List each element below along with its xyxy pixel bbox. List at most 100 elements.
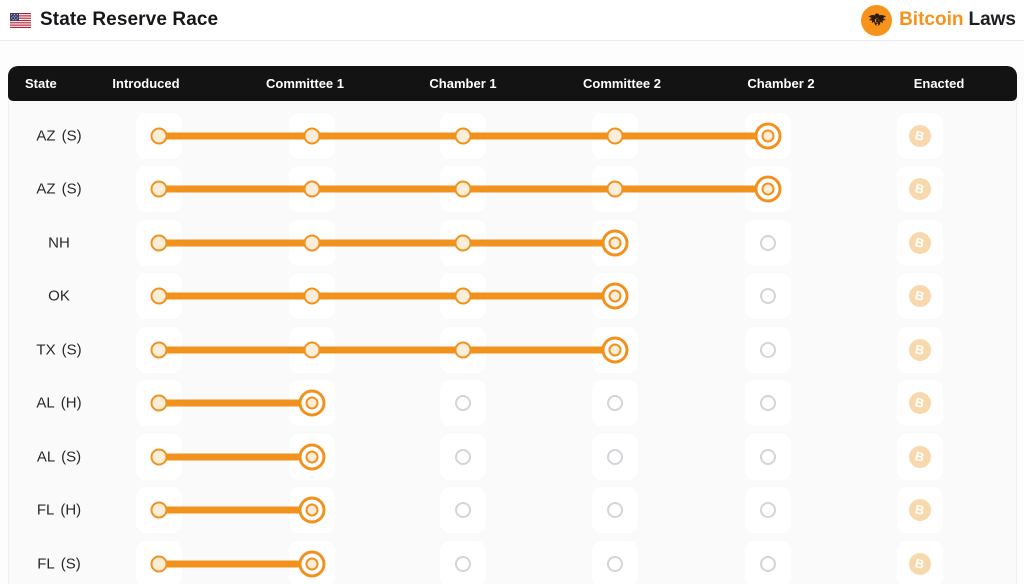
stage-dot-completed[interactable] [150, 180, 168, 198]
stage-dot-current[interactable] [601, 282, 629, 310]
stage-dot-current-inner [761, 129, 775, 143]
brand-name: Bitcoin Laws [899, 9, 1016, 31]
stage-dot-current[interactable] [754, 122, 782, 150]
bitcoin-glyph: B [914, 288, 927, 304]
table-header-bar: State Introduced Committee 1 Chamber 1 Commi… [8, 66, 1017, 101]
stage-dot-current[interactable] [601, 336, 629, 364]
us-flag-icon [10, 12, 31, 28]
stage-dot-completed[interactable] [454, 180, 472, 198]
bitcoin-glyph: B [914, 395, 927, 411]
stage-dot-current-inner [305, 557, 319, 571]
stage-dot-pending[interactable] [760, 395, 776, 412]
stage-dot-completed[interactable] [303, 287, 321, 305]
enacted-bitcoin-badge-icon: B [909, 445, 931, 468]
stage-dot-pending[interactable] [760, 234, 776, 251]
stage-dot-current[interactable] [298, 550, 326, 578]
stage-dot-pending[interactable] [760, 555, 776, 572]
stage-dot-current-inner [608, 289, 622, 303]
brand-laws-text: Laws [968, 9, 1016, 30]
stage-dot-completed[interactable] [150, 448, 168, 466]
enacted-bitcoin-badge-icon: B [909, 231, 931, 254]
stage-dot-current[interactable] [298, 443, 326, 471]
stage-dot-completed[interactable] [150, 501, 168, 519]
stage-dot-current[interactable] [754, 175, 782, 203]
stage-dot-pending[interactable] [455, 555, 471, 572]
stage-dot-completed[interactable] [454, 287, 472, 305]
stage-dot-completed[interactable] [303, 341, 321, 359]
enacted-bitcoin-badge-icon: B [909, 499, 931, 522]
bitcoin-glyph: B [914, 234, 927, 251]
bitcoin-glyph: B [914, 181, 927, 197]
stage-dot-pending[interactable] [607, 502, 623, 519]
stage-dot-completed[interactable] [150, 127, 168, 145]
column-header-committee-1: Committee 1 [265, 76, 345, 91]
stage-dot-completed[interactable] [150, 234, 168, 252]
stage-dot-pending[interactable] [607, 555, 623, 572]
table-row[interactable]: AZ (S) B [9, 163, 1016, 217]
chamber-tag: (S) [61, 180, 82, 198]
stage-dot-completed[interactable] [454, 341, 472, 359]
stage-dot-current-inner [761, 182, 775, 196]
state-label: FL (S) [9, 555, 109, 572]
stage-dot-current-inner [305, 396, 319, 410]
stage-dot-current[interactable] [601, 229, 629, 257]
stage-dot-pending[interactable] [455, 502, 471, 519]
stage-dot-completed[interactable] [303, 234, 321, 252]
bitcoin-glyph: B [914, 341, 927, 358]
stage-dot-current[interactable] [298, 496, 326, 524]
table-row[interactable]: FL (S) B [9, 537, 1016, 584]
enacted-bitcoin-badge-icon: B [909, 552, 931, 575]
brand-logo-link[interactable]: Bitcoin Laws [861, 4, 1016, 36]
stage-dot-current-inner [305, 450, 319, 464]
stage-dot-completed[interactable] [454, 234, 472, 252]
stage-dot-pending[interactable] [760, 502, 776, 519]
state-abbreviation: OK [48, 287, 70, 305]
stage-dot-current[interactable] [298, 389, 326, 417]
eagle-seal-icon [861, 4, 893, 36]
table-row[interactable]: OK B [9, 270, 1016, 324]
column-header-enacted: Enacted [913, 76, 965, 91]
stage-dot-pending[interactable] [455, 395, 471, 412]
state-abbreviation: FL [37, 555, 55, 573]
chamber-tag: (H) [60, 501, 82, 519]
state-label: TX (S) [9, 341, 109, 358]
stage-dot-pending[interactable] [760, 341, 776, 358]
enacted-bitcoin-badge-icon: B [909, 124, 931, 147]
column-header-chamber-2: Chamber 2 [747, 76, 815, 91]
stage-dot-completed[interactable] [150, 394, 168, 412]
column-header-chamber-1: Chamber 1 [429, 76, 497, 91]
chamber-tag: (S) [61, 127, 82, 145]
stage-dot-pending[interactable] [455, 448, 471, 465]
stage-dot-completed[interactable] [303, 127, 321, 145]
stage-dot-completed[interactable] [150, 555, 168, 573]
column-header-state: State [25, 76, 57, 91]
progress-table-body: AZ (S) B AZ (S) B NH B OK B TX (S) B AL (H) B AL (S) B FL (H… [8, 101, 1017, 584]
stage-dot-pending[interactable] [607, 448, 623, 465]
chamber-tag: (S) [60, 555, 81, 573]
stage-dot-completed[interactable] [303, 180, 321, 198]
table-row[interactable]: AL (H) B [9, 377, 1016, 431]
bitcoin-glyph: B [914, 127, 927, 144]
stage-dot-pending[interactable] [607, 395, 623, 412]
state-label: FL (H) [9, 502, 109, 519]
enacted-bitcoin-badge-icon: B [909, 285, 931, 308]
table-row[interactable]: TX (S) B [9, 323, 1016, 377]
stage-dot-completed[interactable] [606, 127, 624, 145]
stage-dot-current-inner [608, 236, 622, 250]
stage-dot-pending[interactable] [760, 288, 776, 305]
stage-dot-completed[interactable] [606, 180, 624, 198]
table-row[interactable]: AZ (S) B [9, 109, 1016, 163]
bitcoin-glyph: B [914, 555, 927, 572]
progress-track [159, 346, 615, 354]
table-row[interactable]: AL (S) B [9, 430, 1016, 484]
stage-dot-pending[interactable] [760, 448, 776, 465]
stage-dot-completed[interactable] [454, 127, 472, 145]
table-row[interactable]: FL (H) B [9, 484, 1016, 538]
state-abbreviation: AZ [36, 180, 56, 198]
table-row[interactable]: NH B [9, 216, 1016, 270]
stage-dot-completed[interactable] [150, 341, 168, 359]
chamber-tag: (S) [61, 448, 82, 466]
stage-dot-completed[interactable] [150, 287, 168, 305]
state-label: AL (H) [9, 395, 109, 412]
enacted-bitcoin-badge-icon: B [909, 178, 931, 201]
